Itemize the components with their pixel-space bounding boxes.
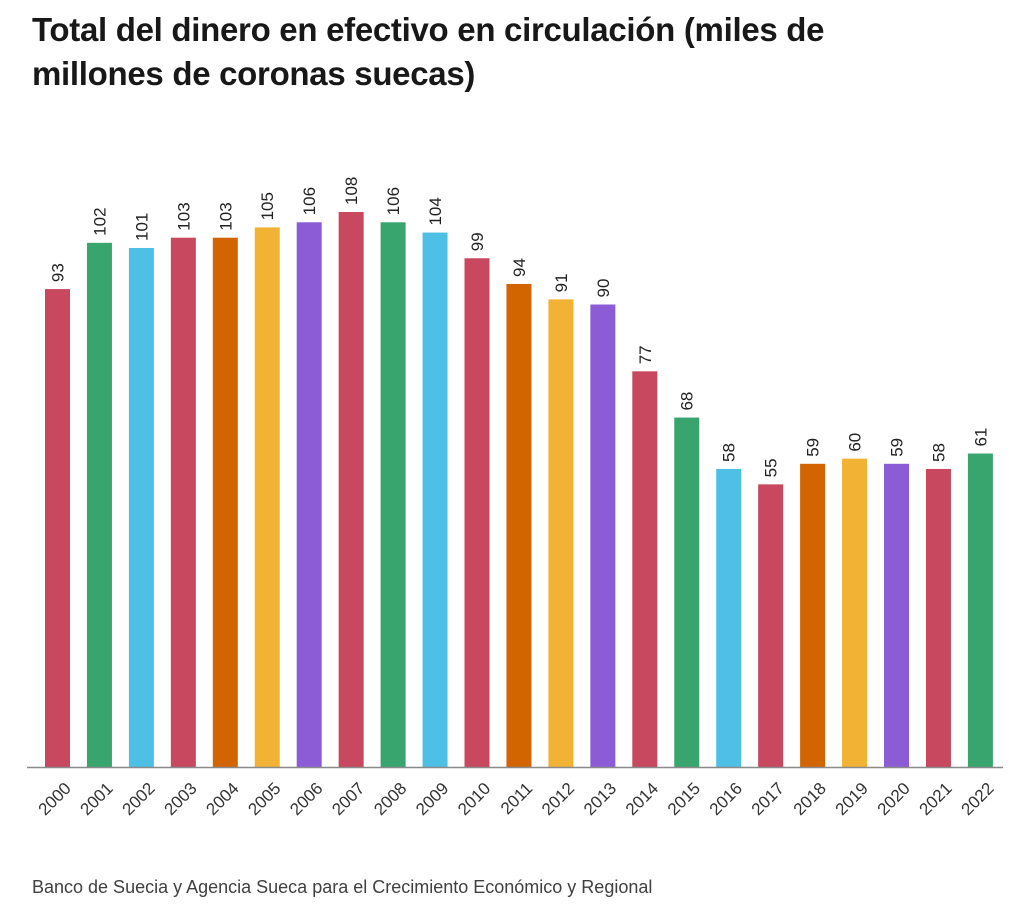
chart-title: Total del dinero en efectivo en circulac…: [32, 11, 825, 92]
x-tick-label-2010: 2010: [454, 779, 494, 819]
bar-2007: [338, 212, 364, 767]
data-label-2020: 59: [888, 438, 907, 457]
x-tick-label-2019: 2019: [832, 779, 872, 819]
x-tick-label-2008: 2008: [370, 779, 410, 819]
data-label-2007: 108: [342, 177, 361, 205]
data-label-2000: 93: [49, 263, 68, 282]
x-tick-label-2016: 2016: [706, 779, 746, 819]
data-label-2009: 104: [426, 197, 445, 225]
bar-2018: [800, 463, 826, 767]
bar-2002: [128, 247, 154, 767]
bar-2021: [925, 468, 951, 767]
x-tick-label-2004: 2004: [202, 779, 242, 819]
data-label-2019: 60: [846, 433, 865, 452]
x-tick-label-2005: 2005: [244, 779, 284, 819]
x-tick-label-2001: 2001: [77, 779, 117, 819]
bar-2012: [548, 299, 574, 767]
data-label-2012: 91: [552, 273, 571, 292]
bar-2001: [86, 242, 112, 768]
bar-2008: [380, 222, 406, 767]
bars-group: [45, 212, 993, 768]
bar-2011: [506, 283, 532, 767]
bar-2017: [758, 484, 784, 767]
bar-2000: [45, 289, 70, 767]
source-note: Banco de Suecia y Agencia Sueca para el …: [32, 877, 653, 897]
bar-2022: [967, 453, 993, 767]
x-tick-label-2011: 2011: [497, 779, 536, 818]
x-tick-label-2002: 2002: [119, 779, 159, 819]
data-label-2016: 58: [720, 443, 739, 462]
bar-2009: [422, 232, 448, 768]
data-label-2017: 55: [762, 458, 781, 477]
data-label-2013: 90: [594, 279, 613, 298]
x-tick-label-2017: 2017: [748, 779, 788, 819]
bar-2004: [212, 237, 238, 767]
data-label-2010: 99: [468, 232, 487, 251]
bar-2010: [464, 258, 490, 767]
data-label-2018: 59: [804, 438, 823, 457]
bar-2006: [296, 222, 322, 767]
bar-2015: [674, 417, 700, 767]
x-tick-label-2021: 2021: [916, 779, 956, 819]
data-label-2008: 106: [384, 187, 403, 215]
x-tick-label-2006: 2006: [286, 779, 326, 819]
x-tick-label-2012: 2012: [538, 779, 578, 819]
x-tick-label-2020: 2020: [874, 779, 914, 819]
data-label-2002: 101: [132, 213, 151, 241]
x-tick-label-2000: 2000: [35, 779, 75, 819]
data-label-2001: 102: [90, 207, 109, 235]
bar-2016: [716, 468, 742, 767]
x-tick-label-2014: 2014: [622, 779, 662, 819]
data-label-2005: 105: [258, 192, 277, 220]
bar-2005: [254, 227, 280, 767]
data-labels-group: 93 102 101 103 103 105 106 108 106 104 99 94 91 90 77 6…: [49, 177, 991, 478]
bar-2020: [884, 463, 909, 767]
bar-chart: 93 102 101 103 103 105 106 108 106 104 99 94 91 90 77 6…: [27, 177, 1003, 819]
data-label-2021: 58: [929, 443, 948, 462]
data-label-2015: 68: [678, 392, 697, 411]
bar-2003: [170, 237, 196, 767]
x-tick-label-2007: 2007: [328, 779, 368, 819]
bar-2014: [632, 371, 658, 767]
data-label-2003: 103: [174, 202, 193, 230]
x-tick-label-2009: 2009: [412, 779, 452, 819]
x-tick-label-2015: 2015: [664, 779, 704, 819]
x-tick-label-2003: 2003: [160, 779, 200, 819]
x-tick-label-2018: 2018: [790, 779, 830, 819]
bar-2013: [590, 304, 616, 767]
data-label-2011: 94: [510, 258, 529, 277]
x-tick-label-2022: 2022: [958, 779, 998, 819]
data-label-2006: 106: [300, 187, 319, 215]
data-label-2014: 77: [636, 345, 655, 364]
bar-2019: [842, 458, 868, 767]
data-label-2004: 103: [216, 202, 235, 230]
data-label-2022: 61: [971, 428, 990, 447]
x-tick-label-2013: 2013: [580, 779, 620, 819]
x-tick-labels-group: 2000 2001 2002 2003 2004 2005 2006 2007 2008 2009…: [35, 779, 998, 819]
